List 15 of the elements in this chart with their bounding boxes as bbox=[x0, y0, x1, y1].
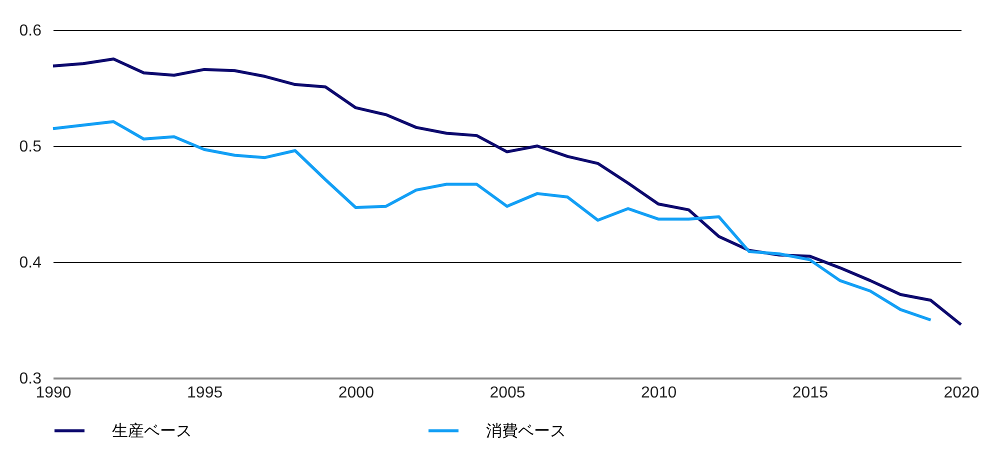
x-tick-label: 1990 bbox=[36, 384, 72, 402]
x-tick-label: 2015 bbox=[792, 384, 828, 402]
y-tick-label: 0.4 bbox=[19, 254, 42, 272]
x-tick-label: 2005 bbox=[490, 384, 526, 402]
x-tick-label: 1995 bbox=[187, 384, 223, 402]
x-tick-label: 2020 bbox=[944, 384, 980, 402]
y-tick-label: 0.5 bbox=[19, 138, 42, 156]
line-series bbox=[52, 120, 932, 322]
legend-label: 生産ベース bbox=[112, 420, 192, 440]
legend-label: 消費ベース bbox=[486, 420, 566, 440]
x-tick-label: 2000 bbox=[338, 384, 374, 402]
x-tick-label: 2010 bbox=[641, 384, 677, 402]
y-tick-label: 0.3 bbox=[19, 370, 42, 388]
line-series bbox=[52, 58, 962, 326]
y-tick-label: 0.6 bbox=[19, 22, 42, 40]
